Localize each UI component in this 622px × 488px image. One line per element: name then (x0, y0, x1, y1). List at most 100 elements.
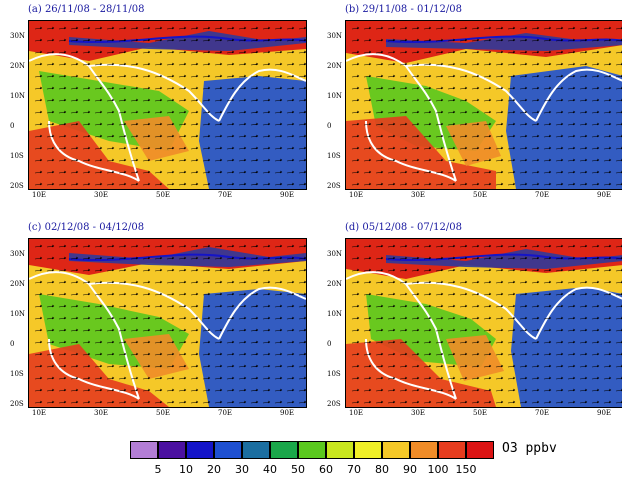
ozone-region (386, 249, 622, 269)
longitude-tick: 10E (32, 409, 47, 417)
longitude-tick: 50E (156, 191, 171, 199)
wind-vectors (34, 26, 306, 186)
longitude-tick: 70E (218, 409, 233, 417)
coastline (346, 53, 622, 182)
latitude-tick: 20S (327, 400, 341, 408)
longitude-tick: 30E (411, 191, 426, 199)
colorbar-swatch (298, 441, 326, 459)
longitude-tick: 90E (597, 191, 612, 199)
latitude-tick: 10S (327, 152, 341, 160)
map-area[interactable] (28, 238, 307, 408)
panel-title: (b) 29/11/08 - 01/12/08 (345, 4, 462, 15)
longitude-tick: 70E (535, 191, 550, 199)
latitude-tick: 20N (10, 280, 26, 288)
colorbar-swatch (354, 441, 382, 459)
ozone-region (506, 66, 622, 189)
latitude-tick: 20N (327, 62, 343, 70)
colorbar-label: 60 (319, 463, 333, 476)
colorbar-swatch (270, 441, 298, 459)
latitude-tick: 10N (10, 92, 26, 100)
map-area[interactable] (345, 238, 622, 408)
colorbar-label: 50 (291, 463, 305, 476)
longitude-tick: 50E (156, 409, 171, 417)
latitude-tick: 20N (10, 62, 26, 70)
latitude-tick: 10S (10, 152, 24, 160)
wind-vectors (351, 26, 622, 186)
colorbar-swatch (214, 441, 242, 459)
ozone-region (446, 335, 504, 381)
jet-contour (385, 253, 622, 262)
ozone-region (346, 339, 496, 407)
colorbar-label: 5 (154, 463, 162, 476)
latitude-tick: 30N (10, 32, 26, 40)
longitude-tick: 10E (349, 409, 364, 417)
colorbar-swatch (438, 441, 466, 459)
latitude-tick: 30N (10, 250, 26, 258)
ozone-region (199, 76, 306, 189)
colorbar-label: 90 (403, 463, 417, 476)
colorbar-label: 30 (235, 463, 249, 476)
longitude-tick: 90E (280, 191, 295, 199)
longitude-tick: 90E (280, 409, 295, 417)
panel-title: (c) 02/12/08 - 04/12/08 (28, 222, 145, 233)
colorbar-swatch (382, 441, 410, 459)
coastline (346, 271, 622, 400)
longitude-tick: 30E (94, 409, 109, 417)
jet-contour (68, 253, 306, 262)
ozone-region (511, 287, 622, 407)
latitude-tick: 20S (10, 182, 24, 190)
panel-title: (d) 05/12/08 - 07/12/08 (345, 222, 462, 233)
colorbar-label: 20 (207, 463, 221, 476)
latitude-tick: 20S (10, 400, 24, 408)
latitude-tick: 30N (327, 250, 343, 258)
latitude-tick: 10N (327, 92, 343, 100)
ozone-region (386, 33, 622, 51)
colorbar-swatch (242, 441, 270, 459)
latitude-tick: 10S (10, 370, 24, 378)
colorbar-label: 10 (179, 463, 193, 476)
colorbar-swatch (158, 441, 186, 459)
latitude-tick: 0 (10, 122, 15, 130)
colorbar-label: 80 (375, 463, 389, 476)
longitude-tick: 30E (411, 409, 426, 417)
latitude-tick: 10N (10, 310, 26, 318)
colorbar-units: O3 ppbv (502, 441, 557, 456)
ozone-region (29, 344, 169, 407)
longitude-tick: 10E (32, 191, 47, 199)
longitude-tick: 50E (473, 191, 488, 199)
jet-contour (385, 35, 622, 44)
latitude-tick: 0 (327, 340, 332, 348)
latitude-tick: 10S (327, 370, 341, 378)
ozone-region (346, 116, 496, 189)
longitude-tick: 90E (597, 409, 612, 417)
map-area[interactable] (345, 20, 622, 190)
colorbar-swatch (410, 441, 438, 459)
wind-vectors (34, 244, 306, 404)
panel-title: (a) 26/11/08 - 28/11/08 (28, 4, 145, 15)
wind-vectors (351, 244, 622, 404)
longitude-tick: 70E (218, 191, 233, 199)
map-area[interactable] (28, 20, 307, 190)
latitude-tick: 0 (327, 122, 332, 130)
colorbar-label: 100 (427, 463, 449, 476)
longitude-tick: 50E (473, 409, 488, 417)
ozone-region (446, 121, 501, 166)
latitude-tick: 30N (327, 32, 343, 40)
coastline (29, 271, 306, 400)
latitude-tick: 0 (10, 340, 15, 348)
latitude-tick: 20N (327, 280, 343, 288)
ozone-region (124, 116, 189, 161)
longitude-tick: 70E (535, 409, 550, 417)
jet-contour (68, 35, 306, 44)
colorbar-swatch (326, 441, 354, 459)
ozone-region (69, 31, 306, 51)
colorbar-label: 70 (347, 463, 361, 476)
latitude-tick: 10N (327, 310, 343, 318)
colorbar-label: 150 (455, 463, 477, 476)
ozone-region (124, 334, 189, 379)
latitude-tick: 20S (327, 182, 341, 190)
longitude-tick: 30E (94, 191, 109, 199)
coastline (29, 53, 306, 182)
longitude-tick: 10E (349, 191, 364, 199)
colorbar-label: 40 (263, 463, 277, 476)
